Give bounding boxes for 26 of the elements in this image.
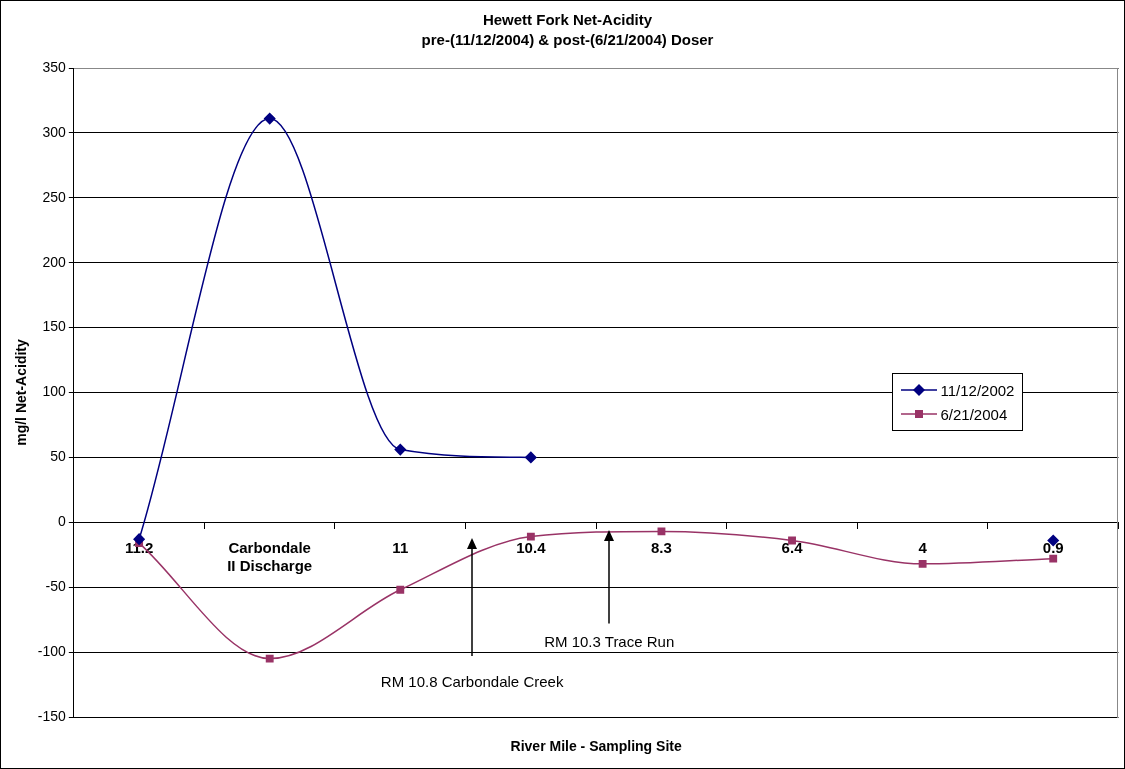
annotation: RM 10.3 Trace Run xyxy=(544,632,675,650)
x-tick-label: 8.3 xyxy=(651,539,672,557)
legend-label: 11/12/2002 xyxy=(940,381,1015,399)
y-tick-label: -50 xyxy=(45,578,67,595)
x-tick-label: 10.4 xyxy=(516,539,547,557)
x-axis-title: River Mile - Sampling Site xyxy=(510,737,682,754)
y-tick-label: 250 xyxy=(42,188,67,205)
x-tick-label: Carbondale II Discharge xyxy=(227,539,313,575)
y-tick-label: 0 xyxy=(58,513,67,530)
x-tick-label: 6.4 xyxy=(781,539,804,557)
y-tick-label: -150 xyxy=(37,707,67,724)
y-tick-label: 350 xyxy=(42,58,67,75)
chart-subtitle: pre-(11/12/2004) & post-(6/21/2004) Doser xyxy=(421,31,714,49)
x-tick-label: 0.9 xyxy=(1042,539,1064,557)
annotation: RM 10.8 Carbondale Creek xyxy=(380,672,564,690)
x-tick-label: 11 xyxy=(392,539,409,557)
y-tick-label: 100 xyxy=(42,383,67,400)
y-tick-label: 50 xyxy=(50,448,67,465)
x-tick-label: 4 xyxy=(918,539,928,557)
y-tick-label: -100 xyxy=(37,642,67,659)
y-tick-label: 150 xyxy=(42,318,67,335)
chart-title: Hewett Fork Net-Acidity xyxy=(482,11,653,29)
y-tick-label: 200 xyxy=(42,253,67,270)
y-tick-label: 300 xyxy=(42,123,67,140)
y-axis-title: mg/l Net-Acidity xyxy=(13,339,30,446)
legend-label: 6/21/2004 xyxy=(940,405,1008,423)
